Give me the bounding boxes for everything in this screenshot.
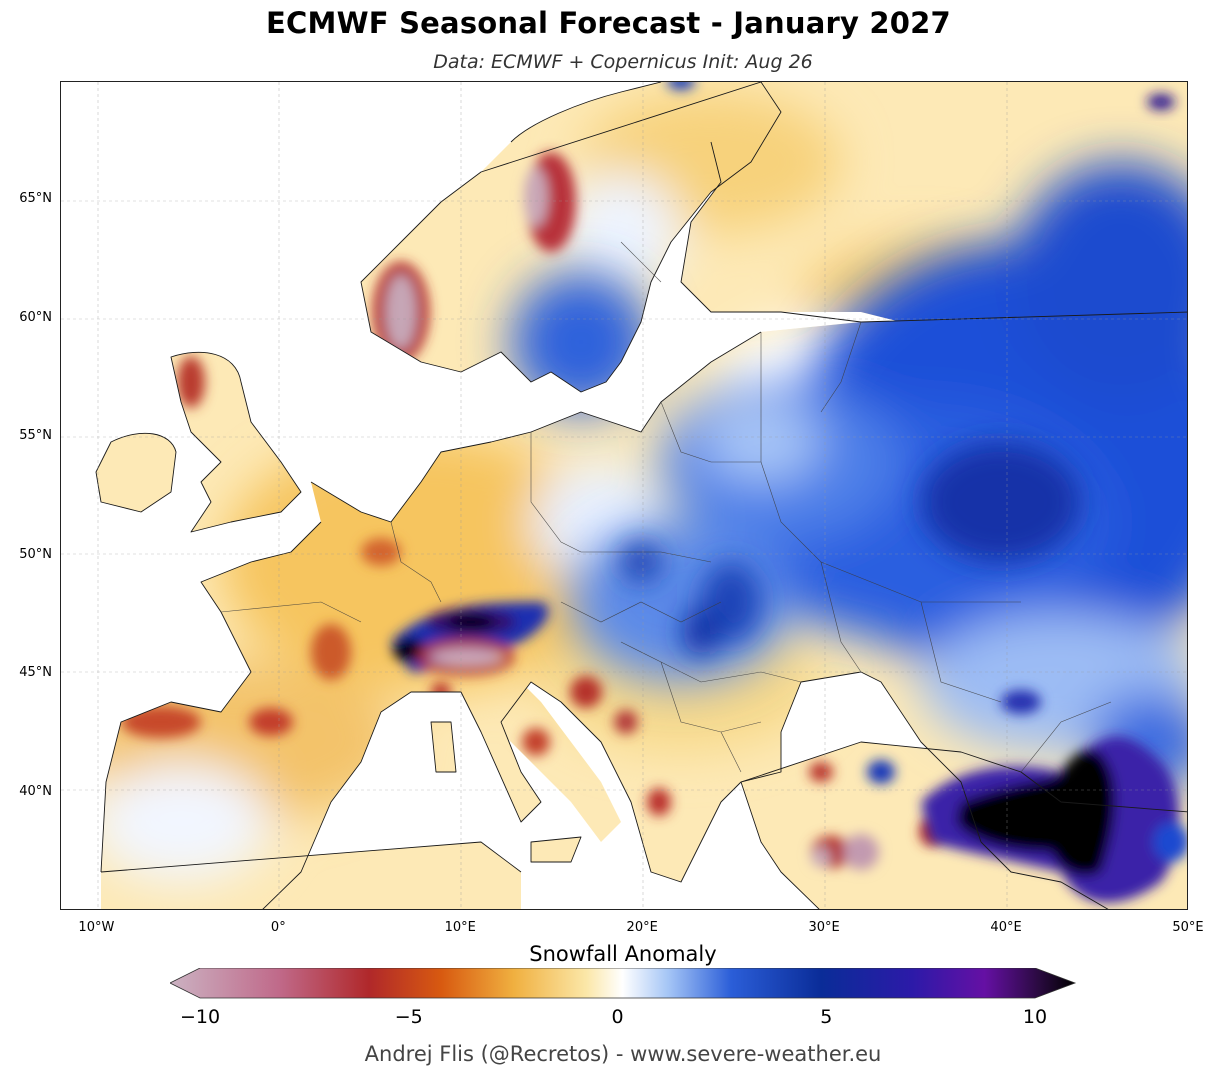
colorbar-tick: −5 bbox=[394, 1006, 423, 1028]
lat-label: 60°N bbox=[19, 309, 52, 325]
lon-label: 0° bbox=[270, 920, 286, 935]
colorbar-tick: 0 bbox=[611, 1006, 624, 1028]
lat-label: 40°N bbox=[19, 783, 52, 799]
colorbar-title: Snowfall Anomaly bbox=[529, 942, 717, 966]
lat-label: 50°N bbox=[19, 546, 52, 562]
colorbar-tick: −10 bbox=[179, 1006, 221, 1028]
map-subtitle: Data: ECMWF + Copernicus Init: Aug 26 bbox=[433, 51, 813, 73]
lon-label: 20°E bbox=[626, 920, 658, 935]
lon-label: 10°E bbox=[444, 920, 476, 935]
credit-text: Andrej Flis (@Recretos) - www.severe-wea… bbox=[364, 1042, 882, 1066]
lon-label: 50°E bbox=[1172, 920, 1204, 935]
lon-label: 10°W bbox=[78, 920, 115, 935]
anomaly-map bbox=[61, 82, 1187, 909]
map-panel bbox=[60, 81, 1188, 910]
map-title: ECMWF Seasonal Forecast - January 2027 bbox=[266, 6, 951, 40]
colorbar-gradient bbox=[170, 968, 1077, 999]
lat-label: 55°N bbox=[19, 428, 52, 444]
lat-label: 65°N bbox=[19, 191, 52, 207]
lat-label: 45°N bbox=[19, 665, 52, 681]
colorbar-tick: 5 bbox=[820, 1006, 833, 1028]
lon-label: 40°E bbox=[990, 920, 1022, 935]
lon-label: 30°E bbox=[808, 920, 840, 935]
colorbar bbox=[170, 968, 1077, 999]
colorbar-tick: 10 bbox=[1022, 1006, 1048, 1028]
